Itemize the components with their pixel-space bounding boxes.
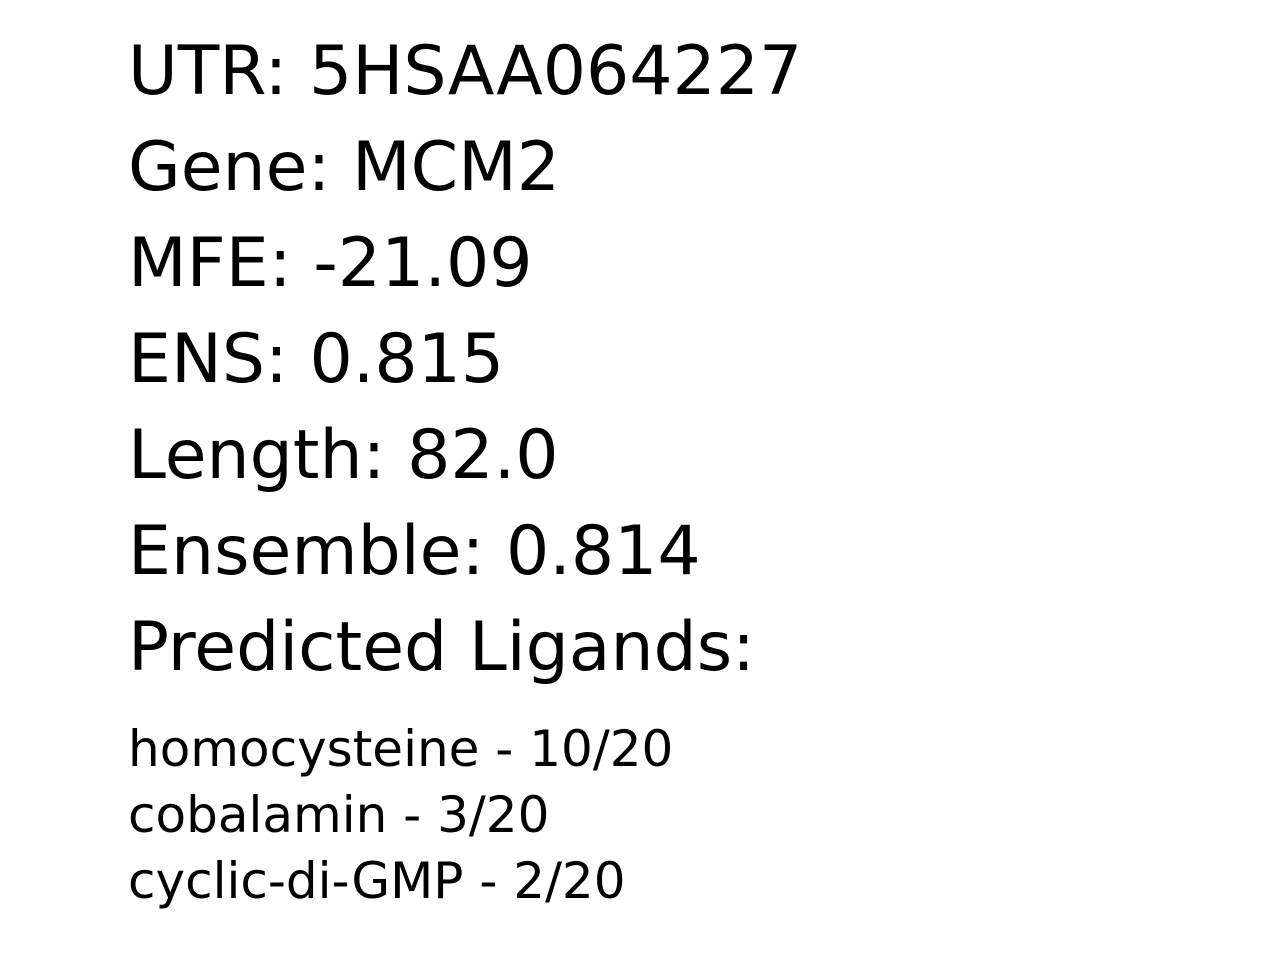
ensemble-label: Ensemble: 0.814 <box>128 512 701 591</box>
ligand-item: cobalamin - 3/20 <box>128 786 550 844</box>
utr-id-label: UTR: 5HSAA064227 <box>128 32 803 111</box>
mfe-label: MFE: -21.09 <box>128 224 533 303</box>
ligand-item: homocysteine - 10/20 <box>128 720 674 778</box>
length-label: Length: 82.0 <box>128 416 559 495</box>
ens-label: ENS: 0.815 <box>128 320 505 399</box>
predicted-ligands-heading: Predicted Ligands: <box>128 608 756 687</box>
gene-label: Gene: MCM2 <box>128 128 561 207</box>
ligand-item: cyclic-di-GMP - 2/20 <box>128 852 626 910</box>
